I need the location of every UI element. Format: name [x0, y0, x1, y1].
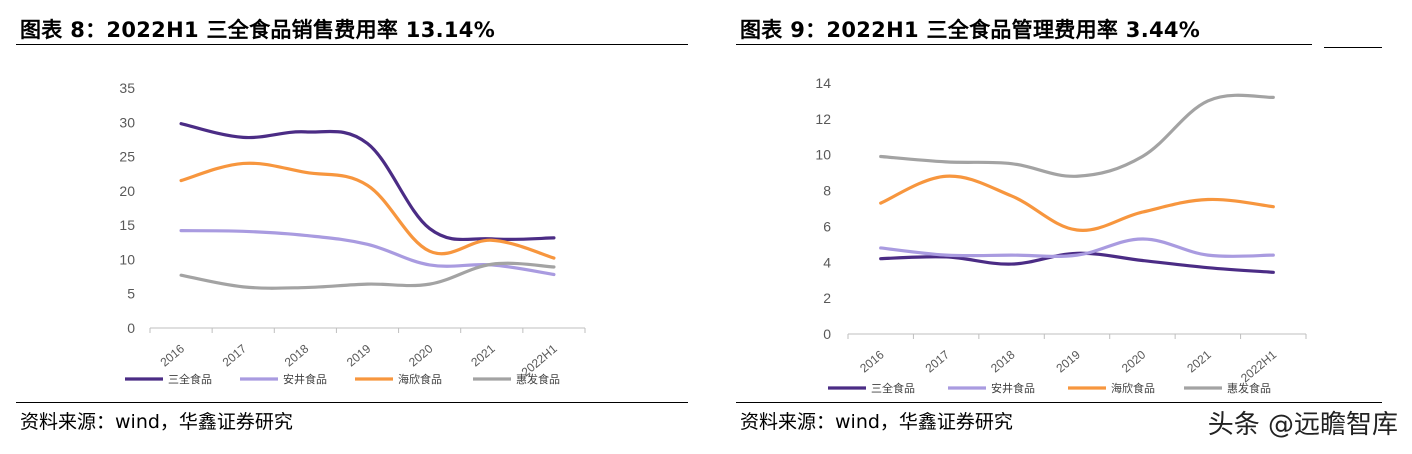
y-tick-label: 25: [119, 149, 135, 165]
x-tick-label: 2020: [406, 341, 436, 369]
x-tick-label: 2019: [1053, 347, 1083, 375]
x-tick-label: 2022H1: [1238, 347, 1279, 385]
y-tick-label: 10: [119, 251, 135, 267]
y-tick-label: 15: [119, 217, 135, 233]
title-rule: [16, 44, 688, 45]
legend-label: 三全食品: [168, 372, 212, 386]
y-tick-label: 20: [119, 183, 135, 199]
series-line-0: [179, 122, 556, 242]
legend-label: 三全食品: [871, 381, 915, 395]
legend-label: 海欣食品: [1111, 381, 1155, 395]
x-tick-label: 2021: [1184, 347, 1214, 375]
x-tick-label: 2018: [282, 341, 312, 369]
y-tick-label: 14: [815, 75, 831, 91]
series-line-2: [879, 174, 1275, 232]
y-tick-label: 12: [815, 111, 831, 127]
source-note: 资料来源：wind，华鑫证券研究: [740, 411, 1013, 433]
x-tick-label: 2017: [220, 341, 250, 369]
chart-panel-sales-expense: 图表 8：2022H1 三全食品销售费用率 13.14% 0 5 10 15 20 25 3…: [16, 18, 688, 433]
series-line-1: [179, 229, 556, 277]
y-tick-label: 6: [823, 218, 831, 234]
x-tick-label: 2020: [1119, 347, 1149, 375]
y-tick-label: 10: [815, 147, 831, 163]
title-rule: [736, 44, 1312, 45]
source-note: 资料来源：wind，华鑫证券研究: [20, 411, 293, 433]
source-rule: [736, 402, 1382, 403]
legend-label: 惠发食品: [1227, 381, 1271, 395]
x-tick-label: 2017: [923, 347, 953, 375]
source-rule: [16, 402, 688, 403]
chart-panel-admin-expense: 图表 9：2022H1 三全食品管理费用率 3.44% 0 2 4 6 8 10 12 14 2…: [706, 0, 1412, 454]
y-tick-label: 8: [823, 183, 831, 199]
series-line-1: [879, 237, 1275, 259]
x-tick-label: 2019: [344, 341, 374, 369]
y-tick-label: 35: [119, 80, 135, 96]
x-tick-label: 2016: [857, 347, 887, 375]
series-line-3: [179, 261, 556, 290]
legend-label: 安井食品: [991, 381, 1035, 395]
series-line-3: [879, 93, 1275, 178]
legend-label: 安井食品: [283, 372, 327, 386]
x-tick-label: 2016: [158, 341, 188, 369]
legend-label: 惠发食品: [516, 372, 560, 386]
watermark: 头条 @远瞻智库: [1207, 410, 1398, 440]
series-line-0: [879, 251, 1275, 274]
y-tick-label: 0: [127, 320, 135, 336]
y-tick-label: 30: [119, 114, 135, 130]
series-line-2: [179, 161, 556, 260]
legend-label: 海欣食品: [398, 372, 442, 386]
title-rule-end: [1324, 47, 1382, 48]
chart-title: 图表 8：2022H1 三全食品销售费用率 13.14%: [20, 18, 496, 42]
x-tick-label: 2018: [988, 347, 1018, 375]
y-tick-label: 0: [823, 326, 831, 342]
y-tick-label: 5: [127, 286, 135, 302]
y-tick-label: 4: [823, 254, 831, 270]
admin-expense-line-chart: 0 2 4 6 8 10 12 14 2016 2017 2018 2019 2020 2021 2022H…: [815, 75, 1307, 395]
y-tick-label: 2: [823, 290, 831, 306]
x-tick-label: 2021: [468, 341, 498, 369]
chart-title: 图表 9：2022H1 三全食品管理费用率 3.44%: [740, 18, 1201, 42]
